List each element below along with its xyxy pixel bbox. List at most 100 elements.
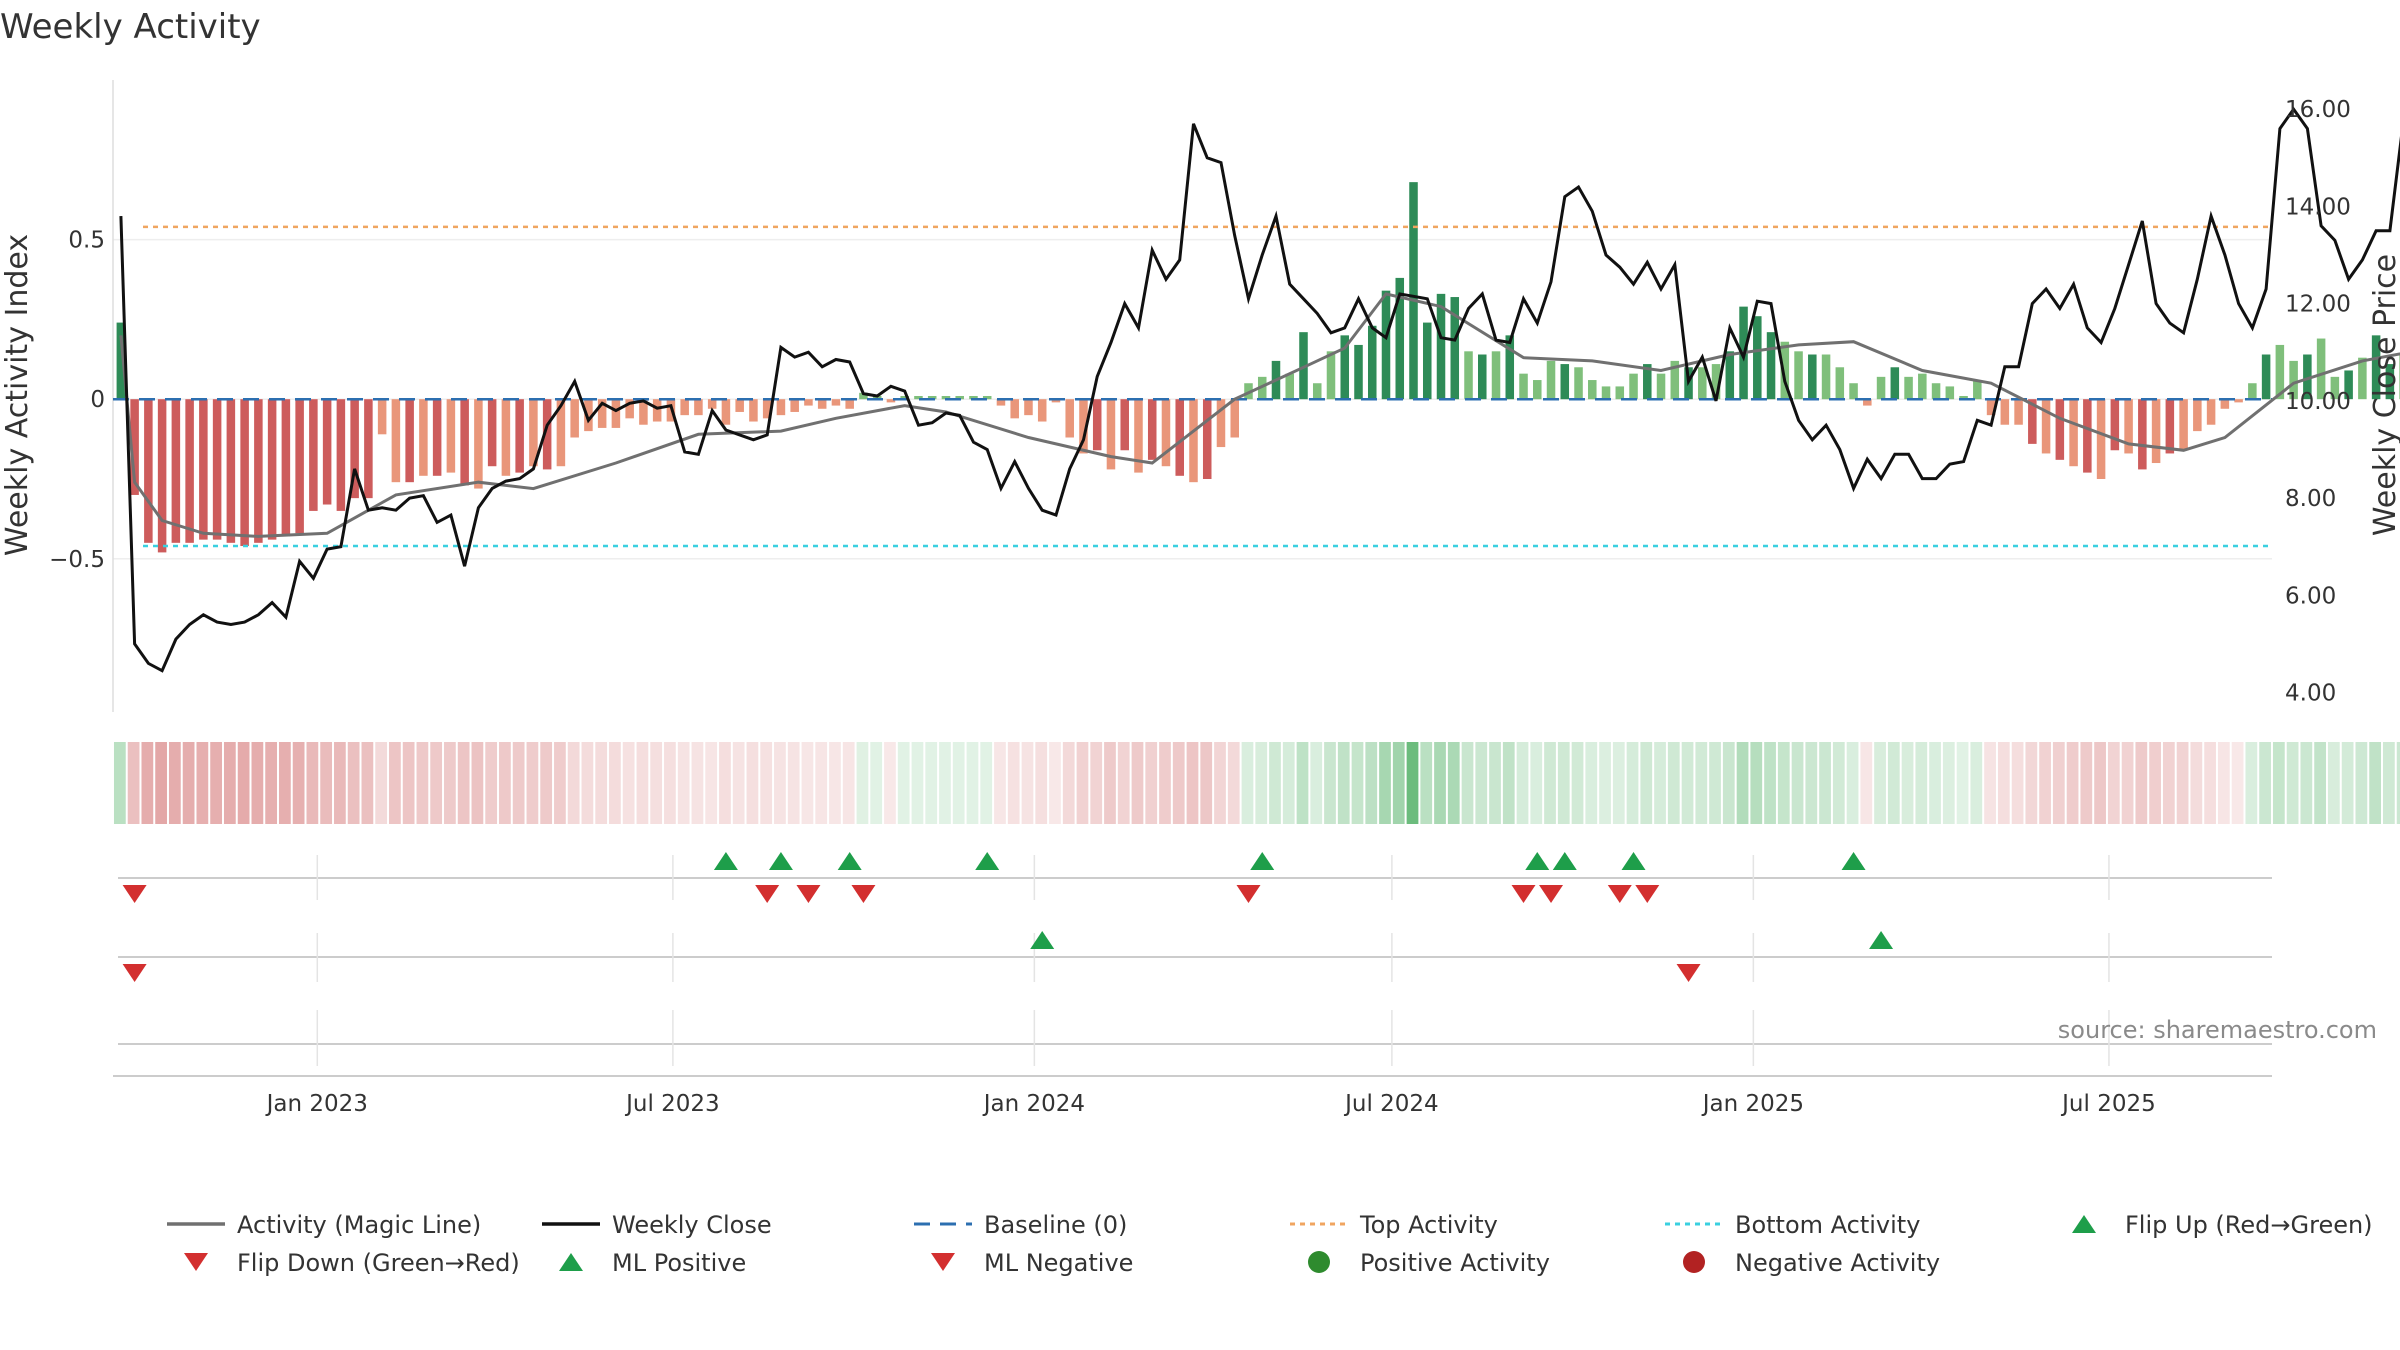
flip-up-marker (1250, 852, 1275, 870)
heat-cell (1241, 742, 1254, 824)
heat-cell (2300, 742, 2313, 824)
activity-bar (639, 399, 648, 425)
legend-label: ML Positive (612, 1249, 746, 1277)
legend-label: Activity (Magic Line) (237, 1211, 481, 1239)
heat-cell (980, 742, 993, 824)
activity-bar (900, 396, 909, 400)
heat-cell (540, 742, 553, 824)
heat-cell (1145, 742, 1158, 824)
activity-bar (762, 399, 772, 419)
heat-cell (499, 742, 511, 824)
activity-bar (1381, 290, 1391, 400)
legend-label: Baseline (0) (984, 1211, 1127, 1239)
heat-cell (526, 742, 539, 824)
activity-bar (515, 399, 524, 473)
activity-bar (1079, 399, 1088, 454)
activity-bar (831, 399, 841, 406)
heat-cell (1062, 742, 1075, 824)
heat-cell (2327, 742, 2340, 824)
heat-cell (389, 742, 401, 824)
heat-cell (2025, 742, 2038, 824)
activity-bar (157, 399, 167, 553)
heat-cell (746, 742, 759, 824)
activity-bar (2206, 399, 2216, 425)
x-tick-label-1: Jul 2023 (624, 1091, 720, 1117)
heat-cell (939, 742, 951, 824)
heat-cell (2382, 742, 2395, 824)
activity-bar (446, 399, 456, 473)
activity-bar (1409, 182, 1418, 400)
heat-cell (1365, 742, 1378, 824)
activity-bar (1161, 399, 1171, 467)
heat-cell (1970, 742, 1983, 824)
heat-cell (1736, 742, 1749, 824)
activity-bar (1202, 399, 1212, 479)
activity-bar (2289, 360, 2298, 400)
activity-bar (1904, 376, 1913, 400)
ml-negative-marker (1676, 964, 1701, 982)
heat-cell (911, 742, 924, 824)
activity-bar (1478, 354, 1487, 400)
left-axis-ticks: 0.5 0 −0.5 (49, 228, 105, 573)
heat-cell (361, 742, 374, 824)
activity-bar (2275, 344, 2285, 400)
heat-cell (664, 742, 676, 824)
heat-cell (1709, 742, 1721, 824)
heat-cell (952, 742, 965, 824)
heat-cell (1791, 742, 1804, 824)
heat-cell (595, 742, 608, 824)
activity-bar (309, 399, 318, 511)
activity-bar (1010, 399, 1019, 419)
legend-item: Positive Activity (1308, 1249, 1550, 1277)
heat-cell (1461, 742, 1474, 824)
heat-cell (1406, 742, 1419, 824)
heat-cell (2369, 742, 2381, 824)
heat-cell (1750, 742, 1763, 824)
marker-rows (118, 855, 2272, 1066)
heat-cell (113, 742, 126, 824)
heat-cell (127, 742, 140, 824)
ml-markers (122, 931, 1894, 982)
activity-bar (1821, 354, 1831, 400)
flip-up-marker (1841, 852, 1866, 870)
heat-cell (705, 742, 718, 824)
heat-cell (1599, 742, 1611, 824)
heat-cell (141, 742, 154, 824)
heat-cell (609, 742, 621, 824)
flip-down-marker (122, 885, 147, 903)
legend-label: Flip Up (Red→Green) (2125, 1211, 2373, 1239)
heat-cell (884, 742, 896, 824)
heat-cell (2231, 742, 2244, 824)
heat-cell (1860, 742, 1873, 824)
heat-cell (732, 742, 745, 824)
heat-cell (223, 742, 236, 824)
activity-bar (1354, 344, 1363, 400)
activity-bar (1147, 399, 1157, 460)
right-tick-label-3: 10.00 (2285, 389, 2351, 415)
activity-bar (2358, 357, 2367, 400)
reference-lines (113, 225, 2272, 548)
legend-swatch (184, 1253, 208, 1271)
heat-cell (1076, 742, 1089, 824)
activity-bar (1312, 383, 1322, 400)
x-tick-label-4: Jan 2025 (1701, 1091, 1804, 1117)
activity-bar (2261, 354, 2271, 400)
activity-bar (1931, 383, 1941, 400)
heat-cell (306, 742, 319, 824)
activity-bar (1560, 364, 1570, 400)
activity-bar (391, 399, 401, 483)
activity-bar (1546, 360, 1556, 400)
heat-cell (2149, 742, 2161, 824)
activity-heat-strip (113, 742, 2400, 824)
activity-bar (1395, 277, 1405, 400)
flip-down-marker (796, 885, 821, 903)
x-tick-label-0: Jan 2023 (265, 1091, 368, 1117)
heat-cell (1722, 742, 1735, 824)
right-axis-ticks: 16.00 14.00 12.00 10.00 8.00 6.00 4.00 (2285, 97, 2351, 706)
activity-bar (185, 399, 194, 543)
heat-cell (1227, 742, 1240, 824)
activity-bar (1175, 399, 1184, 476)
legend-label: Flip Down (Green→Red) (237, 1249, 520, 1277)
heat-cell (292, 742, 305, 824)
activity-bar (680, 399, 689, 416)
